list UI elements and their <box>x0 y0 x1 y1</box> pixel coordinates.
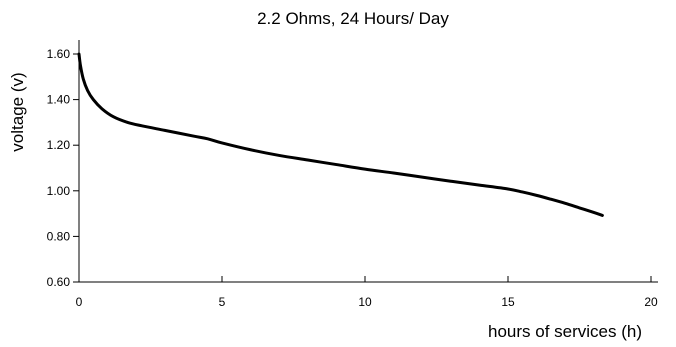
x-axis-label: hours of services (h) <box>488 322 642 341</box>
x-tick-label: 10 <box>358 295 372 309</box>
x-ticks: 0 5 10 15 20 <box>76 276 658 309</box>
x-tick-label: 20 <box>644 295 658 309</box>
y-tick-label: 1.40 <box>47 93 71 107</box>
y-tick-label: 1.20 <box>47 138 71 152</box>
y-tick-label: 1.60 <box>47 47 71 61</box>
x-tick-label: 15 <box>501 295 515 309</box>
chart-title: 2.2 Ohms, 24 Hours/ Day <box>257 9 449 28</box>
y-axis-label: voltage (v) <box>8 72 27 151</box>
y-ticks: 0.60 0.80 1.00 1.20 1.40 1.60 <box>47 47 79 289</box>
x-tick-label: 0 <box>76 295 83 309</box>
x-tick-label: 5 <box>219 295 226 309</box>
y-tick-label: 0.60 <box>47 275 71 289</box>
series-line <box>77 52 604 217</box>
y-tick-label: 0.80 <box>47 229 71 243</box>
y-tick-label: 1.00 <box>47 184 71 198</box>
plot-area: 0.60 0.80 1.00 1.20 1.40 1.60 0 5 10 15 20 <box>47 40 658 309</box>
